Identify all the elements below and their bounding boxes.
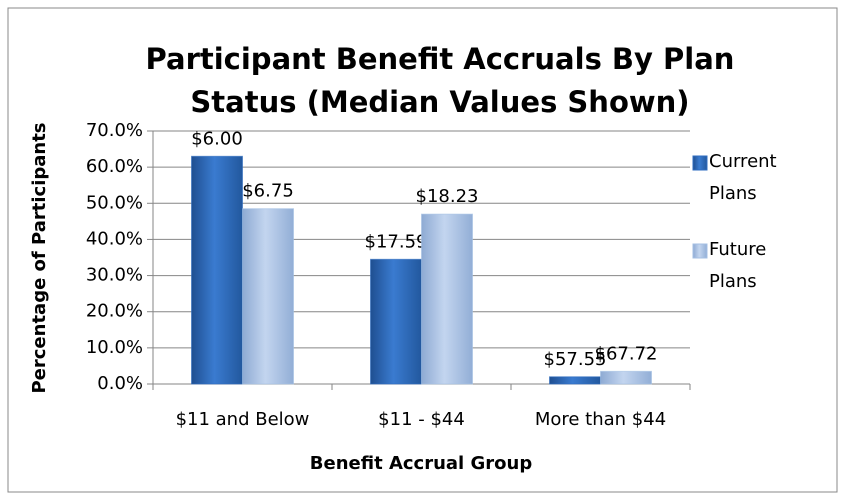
y-tick-label: 0.0% [97, 373, 143, 394]
bar [191, 155, 243, 385]
bar [421, 213, 473, 385]
legend-label: Future Plans [709, 239, 767, 292]
y-tick-label: 60.0% [86, 156, 143, 177]
x-tick-label: $11 - $44 [378, 409, 465, 430]
data-label: $6.75 [242, 181, 294, 202]
x-axis-title: Benefit Accrual Group [310, 453, 533, 474]
data-label: $17.59 [365, 231, 428, 252]
data-label: $67.72 [595, 343, 658, 364]
data-label: $57.55 [544, 349, 607, 370]
bar [549, 376, 601, 385]
y-tick-label: 20.0% [86, 301, 143, 322]
chart-title: Participant Benefit Accruals By Plan Sta… [145, 42, 735, 119]
data-label: $18.23 [416, 186, 479, 207]
legend-box: Current Plans [709, 151, 777, 204]
y-tick-label: 30.0% [86, 265, 143, 286]
y-tick-label: 10.0% [86, 337, 143, 358]
legend-swatch [692, 155, 708, 171]
y-tick-label: 50.0% [86, 192, 143, 213]
y-axis-title: Percentage of Participants [29, 122, 50, 393]
y-tick-label: 70.0% [86, 120, 143, 141]
bar [242, 208, 294, 385]
x-tick-label: $11 and Below [176, 409, 310, 430]
y-tick-label: 40.0% [86, 228, 143, 249]
data-label: $6.00 [191, 128, 243, 149]
legend-box: Future Plans [709, 239, 767, 292]
x-tick-label: More than $44 [535, 409, 666, 430]
legend-swatch [692, 243, 708, 259]
title-box: Participant Benefit Accruals By Plan Sta… [145, 42, 735, 119]
bar [600, 370, 652, 385]
bar [370, 258, 422, 385]
legend-label: Current Plans [709, 151, 777, 204]
